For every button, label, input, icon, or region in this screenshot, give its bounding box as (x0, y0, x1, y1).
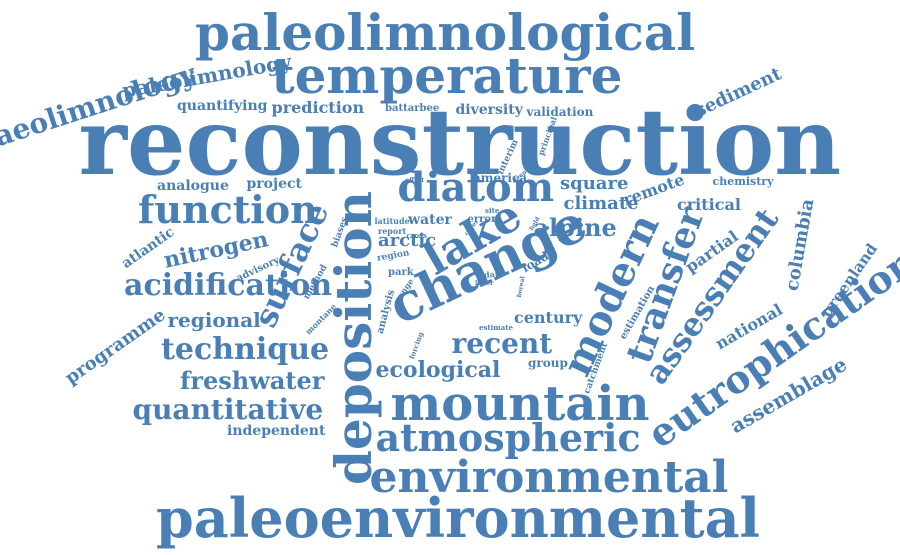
cloud-word-recent: recent (451, 327, 553, 360)
cloud-word-analogue: analogue (157, 178, 229, 194)
cloud-word-atmospheric: atmospheric (375, 415, 641, 460)
cloud-word-group: group (528, 356, 568, 370)
cloud-word-critical: critical (677, 195, 741, 214)
cloud-word-prediction: prediction (271, 98, 365, 117)
cloud-word-reconstruction: reconstruction (78, 88, 842, 196)
cloud-word-paleolimnological: paleolimnological (195, 3, 696, 62)
cloud-word-forcing: forcing (407, 330, 426, 360)
cloud-word-acidification: acidification (124, 268, 333, 303)
cloud-word-chemistry: chemistry (712, 174, 774, 188)
cloud-word-lower: lower (475, 280, 494, 287)
cloud-word-project: project (246, 176, 302, 192)
cloud-word-square: square (560, 173, 629, 194)
cloud-word-america: america (473, 171, 528, 185)
cloud-word-water: water (408, 212, 452, 228)
cloud-word-diversity: diversity (455, 102, 523, 118)
cloud-word-paleoenvironmental: paleoenvironmental (156, 486, 761, 550)
cloud-word-cross: cross (406, 230, 428, 240)
cloud-word-validation: validation (526, 105, 594, 119)
cloud-word-environmental: environmental (369, 452, 729, 503)
cloud-word-alpine: alpine (533, 213, 617, 242)
cloud-word-data: data (483, 268, 505, 280)
cloud-word-site: site (485, 205, 500, 215)
cloud-word-diatom: diatom (397, 164, 555, 211)
cloud-word-arctic: arctic (378, 230, 437, 251)
cloud-word-effort: effort (405, 177, 425, 184)
cloud-word-error: error (467, 214, 497, 225)
cloud-word-report: report (378, 226, 407, 236)
cloud-word-latitude: latitude (374, 216, 410, 226)
cloud-word-columbia: columbia (781, 197, 818, 293)
cloud-word-estimate: estimate (479, 322, 513, 332)
cloud-word-climate: climate (563, 193, 639, 214)
cloud-word-quantifying: quantifying (177, 98, 268, 114)
cloud-word-regional: regional (167, 308, 261, 332)
cloud-word-mountain: mountain (390, 376, 650, 432)
cloud-word-quantitative: quantitative (132, 393, 324, 426)
cloud-word-freshwater: freshwater (180, 366, 325, 395)
cloud-word-park: park (388, 267, 414, 278)
cloud-word-independent: independent (227, 423, 326, 439)
cloud-word-battarbee: battarbee (385, 103, 440, 114)
cloud-word-century: century (514, 308, 583, 327)
cloud-word-temperature: temperature (271, 46, 623, 105)
cloud-word-ecological: ecological (375, 357, 501, 383)
cloud-word-programme: programme (60, 304, 169, 389)
cloud-word-function: function (138, 187, 318, 232)
cloud-word-technique: technique (161, 332, 330, 367)
